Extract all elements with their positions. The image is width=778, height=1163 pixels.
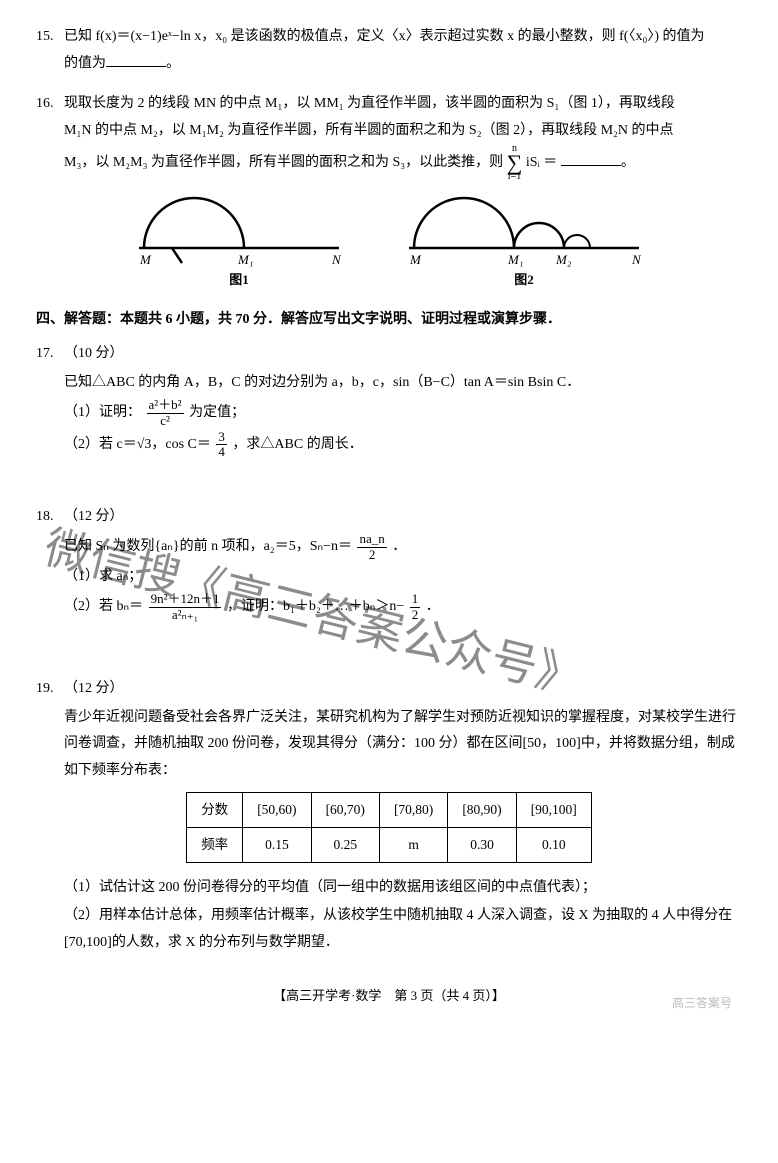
- q17-points: （10 分）: [64, 341, 742, 368]
- fig2-label-N: N: [631, 252, 642, 267]
- q18-part1: （1）求 aₙ；: [36, 564, 742, 591]
- q17-frac2: 3 4: [214, 430, 229, 460]
- q19-points: （12 分）: [64, 676, 742, 703]
- q18-introA: 已知 Sₙ 为数列{aₙ}的前 n 项和，a₂＝5，Sₙ−n＝: [64, 539, 352, 554]
- q17-frac2-num: 3: [216, 430, 227, 445]
- fig1-svg: M M₁ N: [134, 188, 344, 268]
- q16-line3b: iSᵢ ＝: [526, 155, 557, 170]
- fig2-svg: M M₁ M₂ N: [404, 188, 644, 268]
- td-v4: 0.30: [448, 828, 516, 863]
- td-v3: m: [379, 828, 447, 863]
- q18-p2a: （2）若 bₙ＝: [64, 599, 143, 614]
- page-footer: 【高三开学考·数学 第 3 页（共 4 页）】: [36, 984, 742, 1009]
- q17-part1: （1）证明： a²＋b² c² 为定值；: [36, 398, 742, 428]
- question-15: 15. 已知 f(x)＝(x−1)eˣ−ln x，x₀ 是该函数的极值点，定义〈…: [36, 24, 742, 77]
- q17-p1a: （1）证明：: [64, 405, 141, 420]
- sigma-icon: n ∑ i=1: [507, 144, 523, 182]
- q18-frac1-num: 9n²＋12n＋1: [149, 592, 222, 607]
- q16-line1: 现取长度为 2 的线段 MN 的中点 M₁，以 MM₁ 为直径作半圆，该半圆的面…: [64, 96, 675, 111]
- q17-frac1-den: c²: [147, 414, 184, 428]
- q18-points: （12 分）: [64, 504, 742, 531]
- q16-number: 16.: [36, 91, 64, 182]
- q17-p1b: 为定值；: [189, 405, 245, 420]
- q18-p2b: ，证明：b₁＋b₂＋…＋bₙ＞n−: [227, 599, 404, 614]
- figure-1: M M₁ N 图1: [134, 188, 344, 293]
- q16-end: 。: [621, 155, 635, 170]
- watermark-small: 高三答案号: [672, 992, 732, 1015]
- q17-frac2-den: 4: [216, 445, 227, 459]
- q17-frac1: a²＋b² c²: [145, 398, 186, 428]
- q15-blank: [106, 53, 166, 67]
- fig2-label-M2: M₂: [555, 252, 572, 267]
- q16-figures: M M₁ N 图1 M M₁ M₂ N 图2: [36, 188, 742, 293]
- q17-p2b: ，求△ABC 的周长．: [232, 437, 362, 452]
- figure-2: M M₁ M₂ N 图2: [404, 188, 644, 293]
- q18-p2c: ．: [426, 599, 440, 614]
- question-18: 18. （12 分） 已知 Sₙ 为数列{aₙ}的前 n 项和，a₂＝5，Sₙ−…: [36, 504, 742, 622]
- q18-frac2: 1 2: [408, 592, 423, 622]
- q18-fracI-num: na_n: [357, 532, 386, 547]
- fig2-label-M: M: [409, 252, 422, 267]
- q16-line3a: M₃，以 M₂M₃ 为直径作半圆，所有半圆的面积之和为 S₃，以此类推，则: [64, 155, 507, 170]
- fig2-caption: 图2: [404, 268, 644, 293]
- fig1-label-N: N: [331, 252, 342, 267]
- q18-frac1: 9n²＋12n＋1 a²ₙ₊₁: [147, 592, 224, 622]
- q18-frac1-den: a²ₙ₊₁: [149, 608, 222, 622]
- q19-number: 19.: [36, 676, 64, 703]
- q18-frac-intro: na_n 2: [355, 532, 388, 562]
- th-c2: [60,70): [311, 793, 379, 828]
- q17-number: 17.: [36, 341, 64, 368]
- td-v1: 0.15: [243, 828, 311, 863]
- th-c3: [70,80): [379, 793, 447, 828]
- q16-body: 现取长度为 2 的线段 MN 的中点 M₁，以 MM₁ 为直径作半圆，该半圆的面…: [64, 91, 742, 182]
- td-v2: 0.25: [311, 828, 379, 863]
- td-v5: 0.10: [516, 828, 591, 863]
- sum-lower: i=1: [507, 172, 523, 182]
- question-19: 19. （12 分） 青少年近视问题备受社会各界广泛关注，某研究机构为了解学生对…: [36, 676, 742, 956]
- th-score: 分数: [187, 793, 243, 828]
- q16-line2: M₁N 的中点 M₂，以 M₁M₂ 为直径作半圆，所有半圆的面积之和为 S₂（图…: [64, 123, 674, 138]
- q15-number: 15.: [36, 24, 64, 77]
- fig2-label-M1: M₁: [507, 252, 523, 267]
- q18-frac2-den: 2: [410, 608, 421, 622]
- q18-fracI-den: 2: [357, 548, 386, 562]
- q18-introB: ．: [392, 539, 406, 554]
- fig1-label-M: M: [139, 252, 152, 267]
- question-16: 16. 现取长度为 2 的线段 MN 的中点 M₁，以 MM₁ 为直径作半圆，该…: [36, 91, 742, 292]
- th-c5: [90,100]: [516, 793, 591, 828]
- q17-p2a: （2）若 c＝√3，cos C＝: [64, 437, 211, 452]
- q15-text: 已知 f(x)＝(x−1)eˣ−ln x，x₀ 是该函数的极值点，定义〈x〉表示…: [64, 29, 705, 44]
- question-17: 17. （10 分） 已知△ABC 的内角 A，B，C 的对边分别为 a，b，c…: [36, 341, 742, 459]
- fig1-caption: 图1: [134, 268, 344, 293]
- th-c1: [50,60): [243, 793, 311, 828]
- q19-para1: 青少年近视问题备受社会各界广泛关注，某研究机构为了解学生对预防近视知识的掌握程度…: [36, 705, 742, 785]
- q18-part2: （2）若 bₙ＝ 9n²＋12n＋1 a²ₙ₊₁ ，证明：b₁＋b₂＋…＋bₙ＞…: [36, 592, 742, 622]
- q19-part2: （2）用样本估计总体，用频率估计概率，从该校学生中随机抽取 4 人深入调查，设 …: [36, 903, 742, 956]
- section-4-header: 四、解答题：本题共 6 小题，共 70 分．解答应写出文字说明、证明过程或演算步…: [36, 307, 742, 334]
- q15-body: 已知 f(x)＝(x−1)eˣ−ln x，x₀ 是该函数的极值点，定义〈x〉表示…: [64, 24, 742, 77]
- fig1-label-M1: M₁: [237, 252, 253, 267]
- q17-intro: 已知△ABC 的内角 A，B，C 的对边分别为 a，b，c，sin（B−C）ta…: [36, 370, 742, 397]
- q19-part1: （1）试估计这 200 份问卷得分的平均值（同一组中的数据用该组区间的中点值代表…: [36, 875, 742, 902]
- q15-end: 。: [166, 56, 180, 71]
- q16-blank: [561, 152, 621, 166]
- th-c4: [80,90): [448, 793, 516, 828]
- q18-frac2-num: 1: [410, 592, 421, 607]
- table-row-freq: 频率 0.15 0.25 m 0.30 0.10: [187, 828, 592, 863]
- q18-intro: 已知 Sₙ 为数列{aₙ}的前 n 项和，a₂＝5，Sₙ−n＝ na_n 2 ．: [36, 532, 742, 562]
- q17-part2: （2）若 c＝√3，cos C＝ 3 4 ，求△ABC 的周长．: [36, 430, 742, 460]
- q18-number: 18.: [36, 504, 64, 531]
- frequency-table: 分数 [50,60) [60,70) [70,80) [80,90) [90,1…: [186, 792, 592, 862]
- td-freq: 频率: [187, 828, 243, 863]
- q17-frac1-num: a²＋b²: [147, 398, 184, 413]
- table-row-header: 分数 [50,60) [60,70) [70,80) [80,90) [90,1…: [187, 793, 592, 828]
